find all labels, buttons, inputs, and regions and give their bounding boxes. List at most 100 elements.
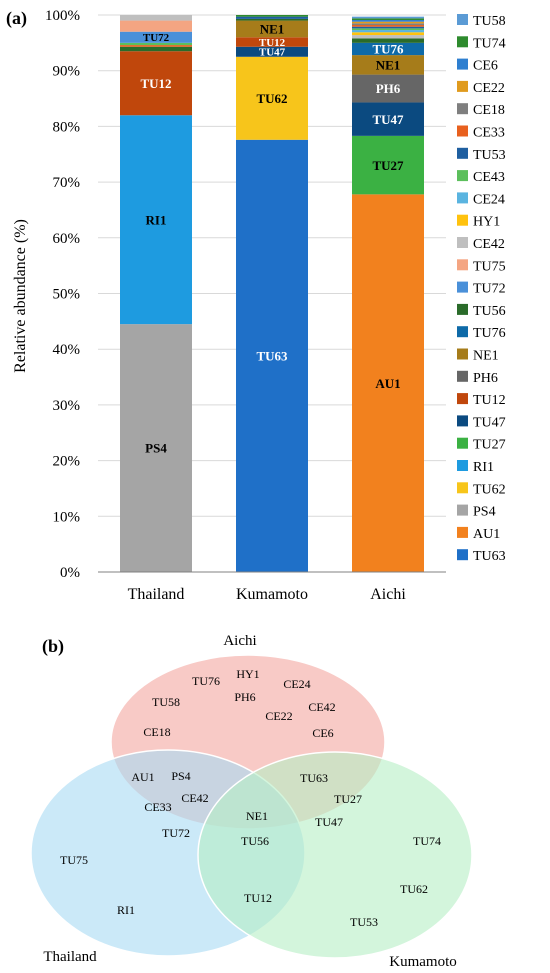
legend-label: TU76: [473, 326, 506, 341]
legend-label: TU56: [473, 304, 506, 319]
segment-label: TU47: [259, 47, 286, 59]
venn-member: TU63: [300, 771, 328, 785]
legend-swatch: [457, 482, 468, 494]
bar-segment-tu27: [352, 135, 424, 195]
y-tick-label: 40%: [53, 342, 81, 358]
venn-circle-kumamoto: [197, 751, 473, 959]
segment-label: TU12: [140, 76, 171, 91]
y-tick-label: 100%: [45, 8, 80, 24]
x-tick-label: Kumamoto: [236, 586, 308, 603]
y-tick-label: 50%: [53, 287, 81, 303]
legend-swatch: [457, 326, 468, 338]
legend-label: HY1: [473, 215, 500, 230]
bar-segment-tu56: [236, 18, 308, 21]
segment-label: PS4: [145, 441, 167, 456]
x-axis-tick-labels: Thailand Kumamoto Aichi: [128, 586, 407, 603]
legend-swatch: [457, 36, 468, 48]
venn-member: TU12: [244, 891, 272, 905]
legend-swatch: [457, 170, 468, 182]
bar-segment-tu56: [120, 46, 192, 52]
panel-b-label: (b): [42, 636, 64, 657]
legend-label: TU12: [473, 393, 506, 408]
bar-segment-tu76: [352, 42, 424, 56]
bar-segment-ce42: [120, 15, 192, 21]
segment-label: AU1: [375, 376, 400, 391]
legend-swatch: [457, 549, 468, 561]
venn-diagram: Aichi Thailand Kumamoto HY1 TU76 PH6 CE2…: [30, 633, 473, 970]
legend-swatch: [457, 214, 468, 226]
bar-segment-tu47: [236, 46, 308, 57]
segment-label: TU63: [256, 349, 288, 364]
bar-segment-ce42: [352, 35, 424, 39]
bar-segment-tu72: [120, 31, 192, 43]
venn-member: CE33: [144, 800, 171, 814]
bar-segment-ce43: [352, 28, 424, 31]
segment-label: NE1: [376, 58, 401, 73]
bar-segment-tu12: [120, 51, 192, 116]
venn-member: CE6: [312, 726, 333, 740]
legend-swatch: [457, 103, 468, 115]
legend-label: TU75: [473, 259, 506, 274]
bar-segment-tu63: [236, 139, 308, 572]
segment-label: TU72: [143, 32, 170, 44]
bar-segment-ce33: [352, 25, 424, 27]
stacked-bar-chart: 0% 10% 20% 30% 40% 50% 60% 70% 80% 90% 100% PS4 RI1…: [12, 8, 446, 603]
venn-members: HY1 TU76 PH6 CE24 TU58 CE22 CE42 CE18 CE…: [60, 667, 441, 929]
venn-member: CE42: [308, 700, 335, 714]
bar-segment-ce22: [352, 21, 424, 24]
segment-label: TU47: [372, 112, 404, 127]
y-tick-label: 60%: [53, 231, 81, 247]
venn-member: PS4: [171, 769, 190, 783]
legend-label: PH6: [473, 371, 498, 386]
legend-label: CE42: [473, 237, 505, 252]
legend-label: TU63: [473, 549, 506, 564]
legend-swatch: [457, 192, 468, 204]
y-tick-label: 70%: [53, 175, 81, 191]
legend: TU58 TU74 CE6 CE22 CE18 CE33 TU53 CE43 CE24 HY1 CE…: [457, 14, 506, 564]
venn-member: CE42: [181, 791, 208, 805]
venn-member: NE1: [246, 809, 268, 823]
bars: [120, 15, 424, 572]
segment-label: TU12: [259, 37, 286, 49]
legend-label: TU27: [473, 438, 506, 453]
segment-label: TU76: [372, 42, 404, 57]
bar-segment-ce24: [352, 30, 424, 33]
legend-swatch: [457, 415, 468, 427]
venn-label-kumamoto: Kumamoto: [389, 954, 457, 970]
bar-segment-ps4: [120, 324, 192, 572]
legend-swatch: [457, 370, 468, 382]
venn-member: TU27: [334, 792, 362, 806]
legend-label: AU1: [473, 527, 500, 542]
venn-member: AU1: [131, 770, 154, 784]
bar-segment-ne1: [352, 55, 424, 75]
legend-swatch: [457, 393, 468, 405]
legend-swatch: [457, 237, 468, 248]
venn-member: HY1: [236, 667, 259, 681]
legend-swatch: [457, 58, 468, 70]
segment-labels: PS4RI1TU12TU72TU63TU62TU47TU12NE1AU1TU27…: [140, 22, 404, 456]
bar-segment-tu58: [352, 16, 424, 19]
panel-a-label: (a): [6, 8, 27, 29]
legend-label: CE43: [473, 170, 505, 185]
legend-swatch: [457, 14, 468, 25]
venn-member: TU74: [413, 834, 441, 848]
legend-swatch: [457, 281, 468, 293]
y-tick-label: 10%: [53, 509, 81, 525]
y-tick-label: 80%: [53, 119, 81, 135]
legend-label: CE24: [473, 192, 505, 207]
x-tick-label: Thailand: [128, 586, 185, 603]
legend-swatch: [457, 460, 468, 471]
venn-member: TU56: [241, 834, 269, 848]
bar-segment-ph6: [352, 74, 424, 103]
legend-label: TU47: [473, 415, 506, 430]
bar-segment-ce6: [352, 20, 424, 22]
legend-swatch: [457, 147, 468, 159]
y-axis-label: Relative abundance (%): [12, 219, 29, 373]
venn-member: TU72: [162, 826, 190, 840]
y-tick-label: 0%: [60, 565, 80, 581]
legend-swatch: [457, 526, 468, 538]
legend-label: TU72: [473, 282, 506, 297]
legend-label: CE18: [473, 103, 505, 118]
legend-swatch: [457, 259, 468, 271]
